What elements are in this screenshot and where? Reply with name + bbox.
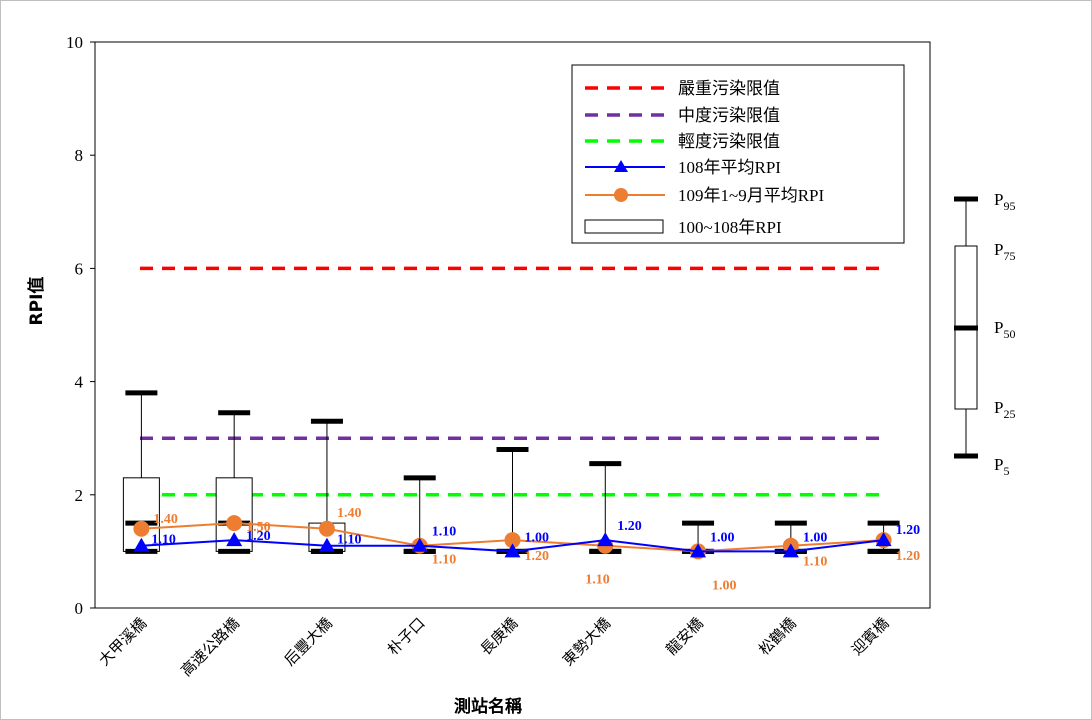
- x-tick-label: 迎賓橋: [848, 614, 893, 659]
- data-label: 1.10: [585, 573, 610, 588]
- x-tick-label: 龍安橋: [662, 614, 707, 659]
- y-tick-label: 2: [75, 486, 84, 505]
- legend-label: 嚴重污染限值: [678, 79, 780, 99]
- data-label: 1.20: [617, 519, 642, 534]
- data-label: 1.20: [896, 549, 921, 564]
- data-label: 1.10: [803, 555, 828, 570]
- plot-area: [94, 41, 931, 609]
- data-label: 1.00: [803, 530, 828, 545]
- y-tick-label: 8: [75, 146, 84, 165]
- x-tick-label: 大甲溪橋: [95, 614, 150, 669]
- legend-label: 輕度污染限值: [678, 132, 780, 152]
- data-point: [411, 537, 428, 552]
- key-label: P50: [994, 318, 1015, 341]
- key-label: P75: [994, 240, 1015, 263]
- plot-border: [94, 41, 931, 609]
- x-axis-label: 測站名稱: [454, 696, 522, 717]
- key-label: P25: [994, 398, 1015, 421]
- legend-marker: [614, 160, 628, 172]
- x-tick-label: 后豐大橋: [281, 614, 336, 669]
- legend-box: [571, 64, 905, 244]
- data-label: 1.00: [712, 578, 737, 593]
- data-point: [133, 520, 150, 537]
- legend-label: 中度污染限值: [678, 106, 780, 126]
- legend-swatch: [584, 219, 664, 234]
- x-tick-label: 高速公路橋: [177, 614, 243, 680]
- data-label: 1.00: [710, 530, 735, 545]
- data-label: 1.10: [151, 533, 176, 548]
- y-tick-label: 6: [75, 259, 84, 278]
- data-label: 1.20: [246, 529, 271, 544]
- legend-label: 108年平均RPI: [678, 158, 781, 177]
- data-point: [318, 537, 335, 552]
- legend-label: 100~108年RPI: [678, 218, 782, 237]
- data-label: 1.40: [337, 506, 362, 521]
- data-point: [226, 532, 243, 547]
- data-point: [226, 515, 243, 532]
- box-key: P95 P75 P50 P25 P5: [954, 190, 1015, 478]
- data-point: [133, 537, 150, 552]
- data-point: [318, 520, 335, 537]
- x-tick-label: 松鶴橋: [755, 614, 800, 659]
- data-point: [690, 543, 707, 558]
- y-tick-label: 10: [66, 33, 83, 52]
- data-label: 1.20: [525, 549, 550, 564]
- key-label: P5: [994, 455, 1009, 478]
- legend-label: 109年1~9月平均RPI: [678, 186, 824, 205]
- y-axis-label: RPI值: [26, 277, 47, 326]
- data-label: 1.20: [896, 523, 921, 538]
- x-tick-label: 朴子口: [384, 614, 429, 659]
- x-tick-label: 長庚橋: [477, 614, 522, 659]
- data-label: 1.40: [153, 512, 178, 527]
- data-label: 1.10: [432, 553, 457, 568]
- data-label: 1.50: [246, 520, 271, 535]
- data-label: 1.10: [337, 533, 362, 548]
- x-tick-label: 東勢大橋: [559, 614, 614, 669]
- key-label: P95: [994, 190, 1015, 213]
- y-tick-label: 0: [75, 599, 84, 618]
- data-point: [875, 532, 892, 547]
- y-tick-label: 4: [75, 373, 84, 392]
- data-point: [597, 532, 614, 547]
- legend-marker: [614, 188, 628, 202]
- data-label: 1.00: [525, 530, 550, 545]
- data-point: [782, 543, 799, 558]
- data-point: [504, 532, 521, 549]
- data-label: 1.10: [432, 525, 457, 540]
- data-point: [504, 543, 521, 558]
